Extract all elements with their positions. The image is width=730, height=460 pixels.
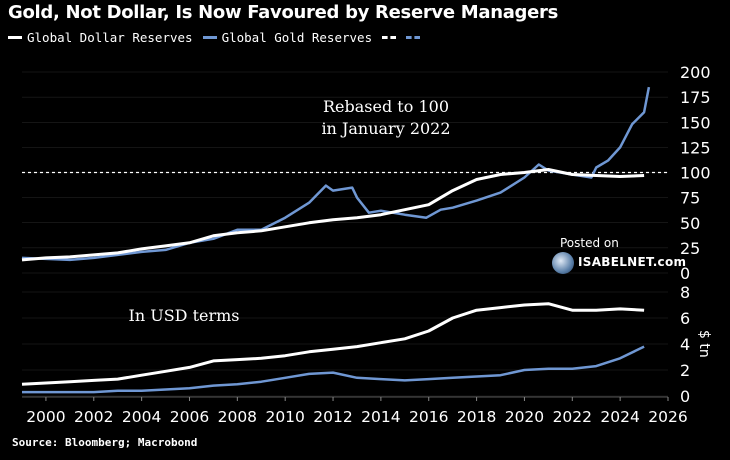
series-line-0-dollar <box>21 168 645 262</box>
y-tick-label-0-7: 175 <box>680 88 711 107</box>
y-tick-label-1-1: 2 <box>680 361 690 380</box>
x-tick-label-11: 2022 <box>553 408 592 426</box>
y-tick-label-0-6: 150 <box>680 113 711 132</box>
y-tick-label-1-0: 0 <box>680 387 690 406</box>
x-tick-label-10: 2020 <box>505 408 544 426</box>
legend-dash-dollar <box>382 36 397 39</box>
x-tick-label-4: 2008 <box>218 408 257 426</box>
y-tick-label-1-3: 6 <box>680 309 690 328</box>
annotation-0-0: Rebased to 100 <box>323 97 449 116</box>
watermark-line2: ISABELNET.com <box>578 255 687 269</box>
legend-label-dollar: Global Dollar Reserves <box>27 30 193 45</box>
y-tick-label-0-5: 125 <box>680 138 711 157</box>
x-tick-label-13: 2026 <box>648 408 687 426</box>
x-tick-label-3: 2006 <box>170 408 209 426</box>
legend: Global Dollar Reserves Global Gold Reser… <box>8 30 430 45</box>
y-tick-label-0-0: 0 <box>680 264 690 283</box>
globe-logo-icon <box>552 252 574 274</box>
y-tick-label-0-8: 200 <box>680 63 711 82</box>
x-tick-label-12: 2024 <box>600 408 639 426</box>
x-tick-label-6: 2012 <box>313 408 352 426</box>
x-tick-label-1: 2002 <box>74 408 113 426</box>
x-tick-label-0: 2000 <box>26 408 65 426</box>
annotation-0-1: in January 2022 <box>321 119 450 138</box>
source-note: Source: Bloomberg; Macrobond <box>12 436 198 449</box>
legend-swatch-dollar <box>8 36 22 39</box>
chart-title: Gold, Not Dollar, Is Now Favoured by Res… <box>8 2 559 23</box>
annotation-1-0: In USD terms <box>129 306 240 325</box>
x-tick-label-2: 2004 <box>122 408 161 426</box>
y-tick-label-0-2: 50 <box>680 214 700 233</box>
legend-label-gold: Global Gold Reserves <box>221 30 373 45</box>
y-tick-label-0-4: 100 <box>680 164 711 183</box>
y-tick-label-1-4: 8 <box>680 283 690 302</box>
x-tick-label-5: 2010 <box>265 408 304 426</box>
x-tick-label-8: 2016 <box>409 408 448 426</box>
legend-item-dollar: Global Dollar Reserves <box>8 30 193 45</box>
x-tick-label-9: 2018 <box>457 408 496 426</box>
x-tick-label-7: 2014 <box>361 408 400 426</box>
y-tick-label-0-1: 25 <box>680 239 700 258</box>
legend-dash-gold <box>406 36 421 39</box>
series-line-1-gold <box>22 345 645 394</box>
legend-item-gold: Global Gold Reserves <box>202 30 373 45</box>
y-axis-label: $ tn <box>696 330 712 358</box>
series-line-1-dollar <box>21 302 645 386</box>
watermark-line1: Posted on <box>560 236 619 250</box>
y-tick-label-1-2: 4 <box>680 335 690 354</box>
y-tick-label-0-3: 75 <box>680 189 700 208</box>
legend-swatch-gold <box>202 36 217 39</box>
